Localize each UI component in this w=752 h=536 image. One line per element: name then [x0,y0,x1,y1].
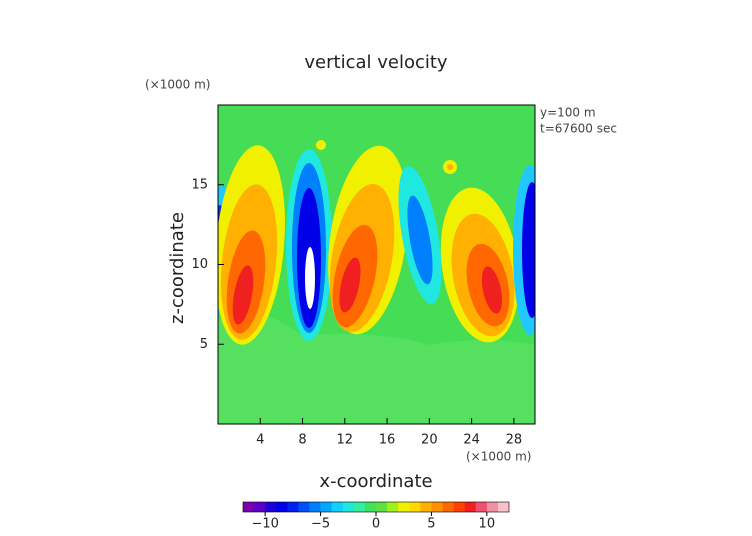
x-tick-label: 12 [337,433,354,448]
colorbar-tick-label: −5 [311,517,330,532]
colorbar-swatch [298,502,310,512]
colorbar-swatch [442,502,454,512]
colorbar-swatch [486,502,499,512]
contour-field [218,105,535,424]
colorbar-swatch [320,502,332,512]
y-tick-label: 15 [191,177,208,192]
annotation: y=100 m [540,106,596,120]
x-tick-label: 16 [379,433,396,448]
colorbar-swatch [409,502,421,512]
colorbar-swatch [364,502,377,512]
colorbar-swatch [309,502,321,512]
y-tick-label: 10 [191,257,208,272]
colorbar-swatch [387,502,399,512]
annotation: t=67600 sec [540,122,617,136]
x-tick-label: 28 [506,433,523,448]
x-axis-label: x-coordinate [319,471,432,492]
colorbar-swatch [398,502,410,512]
colorbar-swatch [243,502,255,512]
colorbar-swatch [276,502,288,512]
colorbar-swatch [287,502,299,512]
chart-title: vertical velocity [304,52,448,73]
y-axis-label: z-coordinate [167,212,188,324]
x-tick-label: 24 [463,433,480,448]
colorbar-tick-label: −10 [251,517,278,532]
colorbar-swatch [420,502,432,512]
colorbar-swatch [497,502,510,512]
y-unit: (×1000 m) [145,78,210,92]
colorbar-swatch [353,502,366,512]
colorbar-swatch [376,502,388,512]
colorbar-swatch [431,502,443,512]
x-tick-label: 8 [298,433,306,448]
colorbar-tick-label: 0 [372,517,380,532]
colorbar-tick-label: 5 [427,517,435,532]
colorbar-swatch [475,502,488,512]
colorbar-swatch [464,502,477,512]
colorbar-swatch [342,502,355,512]
colorbar-swatch [265,502,277,512]
colorbar-swatch [254,502,266,512]
colorbar-tick-label: 10 [479,517,496,532]
y-tick-label: 5 [200,337,208,352]
x-unit: (×1000 m) [466,450,531,464]
colorbar-swatch [453,502,465,512]
x-tick-label: 4 [256,433,264,448]
colorbar-swatch [331,502,344,512]
x-tick-label: 20 [421,433,438,448]
